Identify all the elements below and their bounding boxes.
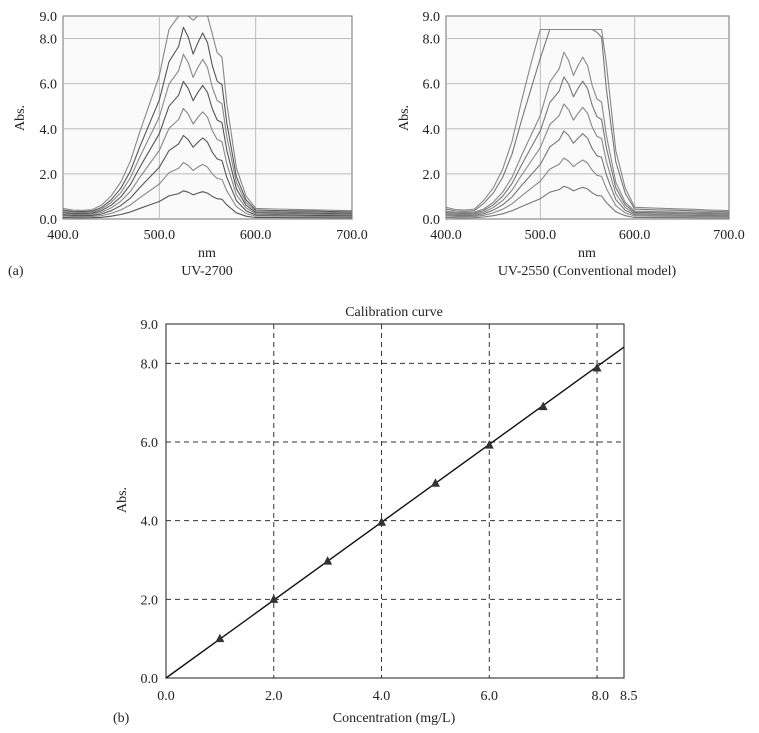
uv2550-chart-title: UV-2550 (Conventional model)	[498, 264, 677, 279]
uv2550-x-tick: 700.0	[713, 228, 745, 243]
calibration-gridlines	[166, 324, 624, 678]
calibration-x-tick: 8.0	[592, 689, 610, 704]
uv2700-y-tick: 2.0	[40, 168, 58, 183]
uv2700-spectrum-line	[62, 134, 353, 217]
uv2700-y-tick: 0.0	[40, 213, 58, 228]
uv2550-spectrum-line	[445, 103, 730, 216]
uv2700-y-tick-labels: 0.0 2.0 4.0 6.0 8.0 9.0	[40, 10, 58, 228]
uv2550-x-axis-label: nm	[578, 246, 596, 261]
calibration-chart-title: Calibration curve	[345, 305, 443, 320]
uv2700-x-tick: 600.0	[240, 228, 272, 243]
uv2550-spectrum-chart: 0.02.04.06.08.09.0 400.0 500.0 600.0 700.0 …	[397, 10, 745, 279]
calibration-y-tick: 9.0	[141, 318, 159, 333]
uv2700-y-axis-label: Abs.	[13, 105, 28, 131]
calibration-fit-line	[165, 346, 625, 679]
calibration-y-tick: 6.0	[141, 436, 159, 451]
calibration-y-tick-labels: 0.0 2.0 4.0 6.0 8.0 9.0	[141, 318, 159, 687]
uv2550-x-tick: 400.0	[430, 228, 462, 243]
uv2700-x-tick: 400.0	[47, 228, 79, 243]
uv2700-spectrum-line	[62, 15, 353, 212]
uv2700-y-tick: 6.0	[40, 78, 58, 93]
uv2700-gridlines	[63, 16, 352, 219]
uv2550-y-tick: 8.0	[423, 33, 441, 48]
uv2700-chart-title: UV-2700	[181, 264, 233, 279]
uv2700-x-tick: 700.0	[336, 228, 368, 243]
uv2700-spectrum-line	[62, 190, 352, 219]
uv2700-x-tick: 500.0	[144, 228, 176, 243]
calibration-y-tick: 4.0	[141, 515, 159, 530]
uv2550-gridlines	[446, 16, 729, 219]
calibration-point-marker	[323, 556, 333, 565]
uv2700-y-tick: 8.0	[40, 33, 58, 48]
calibration-x-tick: 6.0	[481, 689, 499, 704]
uv2700-series-group	[62, 15, 353, 219]
calibration-x-tick: 2.0	[265, 689, 283, 704]
uv2550-plot-frame	[445, 15, 730, 220]
uv2550-y-tick: 9.0	[423, 10, 441, 25]
uv2700-spectrum-chart: 0.02.04.06.08.09.0 400.0 500.0 600.0 700.0 …	[13, 10, 368, 279]
calibration-curve-chart: Calibration curve 0.0 2.0 4.0 6.0 8.0 9.0 0.0…	[115, 305, 638, 726]
calibration-point-marker	[484, 440, 494, 449]
calibration-points-group	[215, 363, 602, 643]
calibration-point-marker	[269, 594, 279, 603]
calibration-x-tick: 0.0	[157, 689, 175, 704]
calibration-x-tick-labels: 0.0 2.0 4.0 6.0 8.0 8.5	[157, 689, 637, 704]
panel-label-b: (b)	[113, 711, 130, 726]
uv2700-spectrum-line	[62, 162, 353, 218]
calibration-fit-line-group	[165, 346, 625, 679]
uv2700-spectrum-line	[62, 80, 353, 215]
uv2550-spectrum-line	[445, 51, 730, 214]
calibration-point-marker	[377, 517, 387, 526]
calibration-y-tick: 8.0	[141, 357, 159, 372]
calibration-plot-frame	[165, 323, 625, 679]
uv2550-y-axis-label: Abs.	[397, 105, 412, 131]
calibration-point-marker	[538, 401, 548, 411]
calibration-x-tick: 4.0	[373, 689, 391, 704]
uv2550-spectrum-line	[445, 76, 730, 215]
calibration-x-tick: 8.5	[620, 689, 638, 704]
uv2550-spectrum-line	[445, 157, 730, 218]
uv2550-spectrum-line	[445, 28, 730, 212]
calibration-y-tick: 0.0	[141, 672, 159, 687]
calibration-x-axis-label: Concentration (mg/L)	[333, 711, 456, 726]
uv2550-y-tick: 0.0	[423, 213, 441, 228]
calibration-y-axis-label: Abs.	[115, 487, 130, 513]
calibration-point-marker	[592, 363, 602, 372]
uv2550-y-tick-labels: 0.0 2.0 4.0 6.0 8.0 9.0	[423, 10, 441, 228]
uv2700-y-tick: 4.0	[40, 123, 58, 138]
uv2700-y-tick: 9.0	[40, 10, 58, 25]
uv2700-spectrum-line	[62, 26, 353, 213]
calibration-point-marker	[430, 478, 440, 487]
uv2550-x-tick-labels: 400.0 500.0 600.0 700.0	[430, 228, 745, 243]
uv2550-y-tick: 2.0	[423, 168, 441, 183]
uv2550-spectrum-line	[445, 130, 730, 217]
calibration-point-marker	[215, 633, 225, 643]
uv2700-x-tick-labels: 400.0 500.0 600.0 700.0	[47, 228, 368, 243]
uv2700-spectrum-line	[62, 53, 353, 214]
uv2550-series-group	[445, 28, 730, 219]
uv2550-x-tick: 500.0	[525, 228, 557, 243]
uv2550-x-tick: 600.0	[619, 228, 651, 243]
panel-label-a: (a)	[8, 264, 24, 279]
uv2550-y-tick: 4.0	[423, 123, 441, 138]
uv2550-y-tick: 6.0	[423, 78, 441, 93]
uv2550-spectrum-line	[445, 185, 729, 219]
uv2700-x-axis-label: nm	[198, 246, 216, 261]
calibration-y-tick: 2.0	[141, 593, 159, 608]
uv2700-spectrum-line	[62, 107, 353, 216]
